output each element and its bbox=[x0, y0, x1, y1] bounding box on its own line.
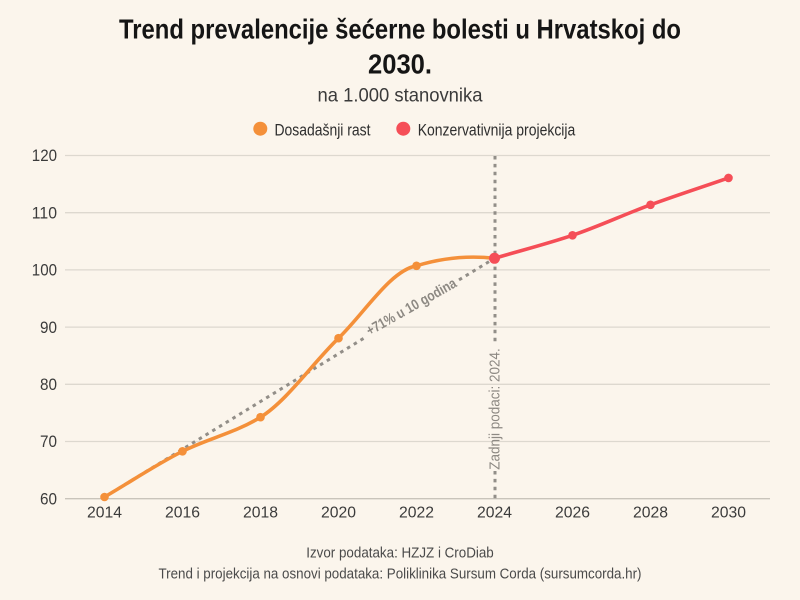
svg-text:Konzervativnija projekcija: Konzervativnija projekcija bbox=[418, 121, 576, 140]
svg-text:2022: 2022 bbox=[399, 505, 434, 522]
svg-text:Trend i projekcija na osnovi p: Trend i projekcija na osnovi podataka: P… bbox=[159, 566, 642, 583]
svg-text:70: 70 bbox=[40, 433, 57, 451]
svg-text:90: 90 bbox=[40, 319, 57, 337]
svg-text:2016: 2016 bbox=[165, 505, 200, 522]
svg-text:2028: 2028 bbox=[633, 505, 668, 522]
svg-text:2018: 2018 bbox=[243, 505, 278, 522]
svg-text:120: 120 bbox=[32, 147, 57, 165]
svg-text:Dosadašnji rast: Dosadašnji rast bbox=[275, 121, 371, 140]
svg-text:60: 60 bbox=[40, 490, 57, 508]
svg-text:Trend prevalencije šećerne bol: Trend prevalencije šećerne bolesti u Hrv… bbox=[119, 13, 681, 44]
svg-text:110: 110 bbox=[32, 204, 57, 222]
svg-text:2030: 2030 bbox=[711, 505, 746, 522]
svg-text:2024: 2024 bbox=[477, 505, 512, 522]
svg-text:na 1.000 stanovnika: na 1.000 stanovnika bbox=[318, 85, 483, 107]
svg-text:2026: 2026 bbox=[555, 505, 590, 522]
svg-text:80: 80 bbox=[40, 376, 57, 394]
svg-text:Zadnji podaci: 2024.: Zadnji podaci: 2024. bbox=[488, 348, 504, 470]
svg-text:2020: 2020 bbox=[321, 505, 356, 522]
svg-text:2014: 2014 bbox=[87, 505, 122, 522]
svg-text:100: 100 bbox=[32, 262, 57, 280]
svg-text:2030.: 2030. bbox=[368, 49, 432, 80]
svg-text:Izvor podataka: HZJZ i CroDiab: Izvor podataka: HZJZ i CroDiab bbox=[306, 545, 494, 562]
